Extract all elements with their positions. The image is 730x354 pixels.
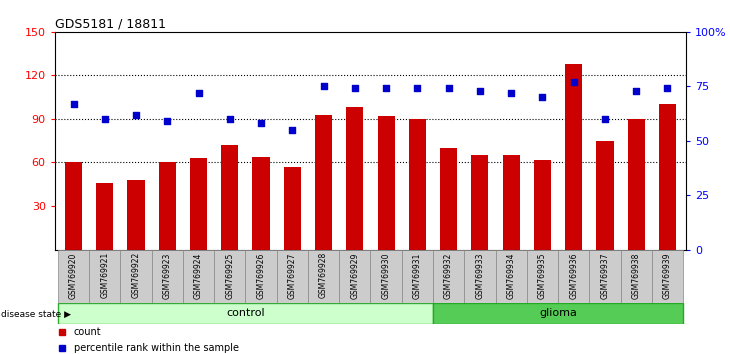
Text: GSM769927: GSM769927	[288, 252, 297, 299]
Text: GSM769923: GSM769923	[163, 252, 172, 299]
Point	[286, 127, 298, 133]
Text: GSM769921: GSM769921	[100, 252, 110, 298]
Bar	[565, 64, 583, 250]
Point	[349, 86, 361, 91]
Bar	[308, 250, 339, 303]
Bar	[527, 250, 558, 303]
Bar	[659, 104, 676, 250]
Bar	[558, 250, 589, 303]
Bar	[502, 155, 520, 250]
Bar	[221, 145, 239, 250]
Bar	[596, 141, 613, 250]
Point	[474, 88, 485, 93]
Point	[630, 88, 642, 93]
Bar	[253, 157, 269, 250]
Point	[443, 86, 455, 91]
Text: GDS5181 / 18811: GDS5181 / 18811	[55, 18, 166, 31]
Bar	[58, 250, 89, 303]
Text: GSM769938: GSM769938	[631, 252, 641, 299]
Text: GSM769920: GSM769920	[69, 252, 78, 299]
Bar	[190, 158, 207, 250]
Text: GSM769932: GSM769932	[444, 252, 453, 299]
Text: GSM769935: GSM769935	[538, 252, 547, 299]
Text: percentile rank within the sample: percentile rank within the sample	[74, 343, 239, 353]
Point	[537, 94, 548, 100]
Bar	[65, 162, 82, 250]
Bar	[534, 160, 551, 250]
Bar	[96, 183, 113, 250]
Bar	[377, 116, 395, 250]
Bar	[620, 250, 652, 303]
Point	[568, 79, 580, 85]
Text: GSM769939: GSM769939	[663, 252, 672, 299]
Point	[412, 86, 423, 91]
Point	[68, 101, 80, 107]
Text: GSM769931: GSM769931	[413, 252, 422, 299]
Text: GSM769929: GSM769929	[350, 252, 359, 299]
Bar	[277, 250, 308, 303]
Bar	[409, 119, 426, 250]
Text: GSM769937: GSM769937	[600, 252, 610, 299]
Text: count: count	[74, 327, 101, 337]
Bar	[214, 250, 245, 303]
Bar	[128, 180, 145, 250]
Point	[193, 90, 204, 96]
Bar	[628, 119, 645, 250]
Point	[318, 84, 329, 89]
Bar	[652, 250, 683, 303]
Text: GSM769936: GSM769936	[569, 252, 578, 299]
Bar	[402, 250, 433, 303]
Bar	[120, 250, 152, 303]
Point	[380, 86, 392, 91]
Text: GSM769926: GSM769926	[256, 252, 266, 299]
Text: glioma: glioma	[539, 308, 577, 318]
Point	[130, 112, 142, 118]
Point	[161, 118, 173, 124]
Text: GSM769925: GSM769925	[226, 252, 234, 299]
Bar	[472, 155, 488, 250]
Text: GSM769933: GSM769933	[475, 252, 485, 299]
Bar	[89, 250, 120, 303]
Text: GSM769930: GSM769930	[382, 252, 391, 299]
Bar	[433, 250, 464, 303]
Bar	[158, 162, 176, 250]
Text: disease state ▶: disease state ▶	[1, 309, 72, 319]
Bar	[339, 250, 370, 303]
Point	[255, 120, 267, 126]
Text: GSM769934: GSM769934	[507, 252, 515, 299]
Bar	[370, 250, 402, 303]
Text: GSM769922: GSM769922	[131, 252, 141, 298]
Bar	[183, 250, 214, 303]
Bar	[346, 107, 364, 250]
Bar	[440, 148, 457, 250]
Text: GSM769924: GSM769924	[194, 252, 203, 299]
Bar	[284, 167, 301, 250]
Point	[599, 116, 611, 122]
Point	[99, 116, 111, 122]
Bar	[315, 115, 332, 250]
Text: GSM769928: GSM769928	[319, 252, 328, 298]
Bar	[464, 250, 496, 303]
Text: control: control	[226, 308, 265, 318]
Point	[505, 90, 517, 96]
Bar	[245, 250, 277, 303]
Point	[661, 86, 673, 91]
Bar	[152, 250, 183, 303]
Bar	[496, 250, 527, 303]
Bar	[589, 250, 620, 303]
Point	[224, 116, 236, 122]
Bar	[433, 303, 683, 324]
Bar	[58, 303, 433, 324]
